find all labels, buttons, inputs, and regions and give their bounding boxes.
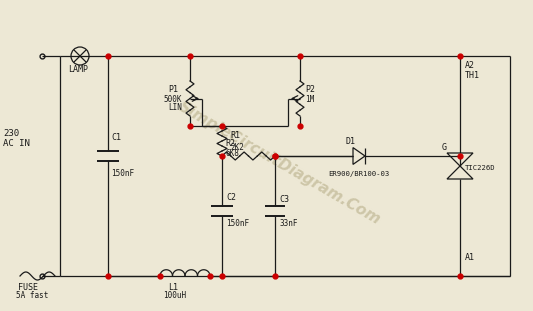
Text: L1: L1 [168, 282, 178, 291]
Text: A1: A1 [465, 253, 475, 262]
Text: 33nF: 33nF [279, 220, 297, 229]
Text: LAMP: LAMP [68, 66, 88, 75]
Text: 5A fast: 5A fast [16, 291, 49, 300]
Text: G: G [442, 143, 447, 152]
Text: 1M: 1M [305, 95, 314, 104]
Text: R2: R2 [225, 140, 235, 148]
Text: A2: A2 [465, 62, 475, 71]
Text: C1: C1 [111, 133, 121, 142]
Text: TH1: TH1 [465, 72, 480, 81]
Text: 150nF: 150nF [226, 220, 249, 229]
Text: LIN: LIN [168, 104, 182, 113]
Text: 2K2: 2K2 [230, 142, 244, 151]
Text: TIC226D: TIC226D [465, 165, 496, 171]
Text: SimpleCircuitDiagram.Com: SimpleCircuitDiagram.Com [176, 99, 384, 227]
Text: 100uH: 100uH [163, 291, 186, 300]
Text: D1: D1 [345, 137, 355, 146]
Text: R1: R1 [230, 132, 240, 141]
Text: ER900/BR100-03: ER900/BR100-03 [328, 171, 389, 177]
Text: C2: C2 [226, 193, 236, 202]
Text: FUSE: FUSE [18, 282, 38, 291]
Text: P2: P2 [305, 85, 315, 94]
Text: AC IN: AC IN [3, 138, 30, 147]
Text: 500K: 500K [163, 95, 182, 104]
Text: 6K8: 6K8 [225, 148, 239, 157]
Text: C3: C3 [279, 194, 289, 203]
Text: P1: P1 [168, 85, 178, 94]
Text: 230: 230 [3, 128, 19, 137]
Text: 150nF: 150nF [111, 169, 134, 179]
